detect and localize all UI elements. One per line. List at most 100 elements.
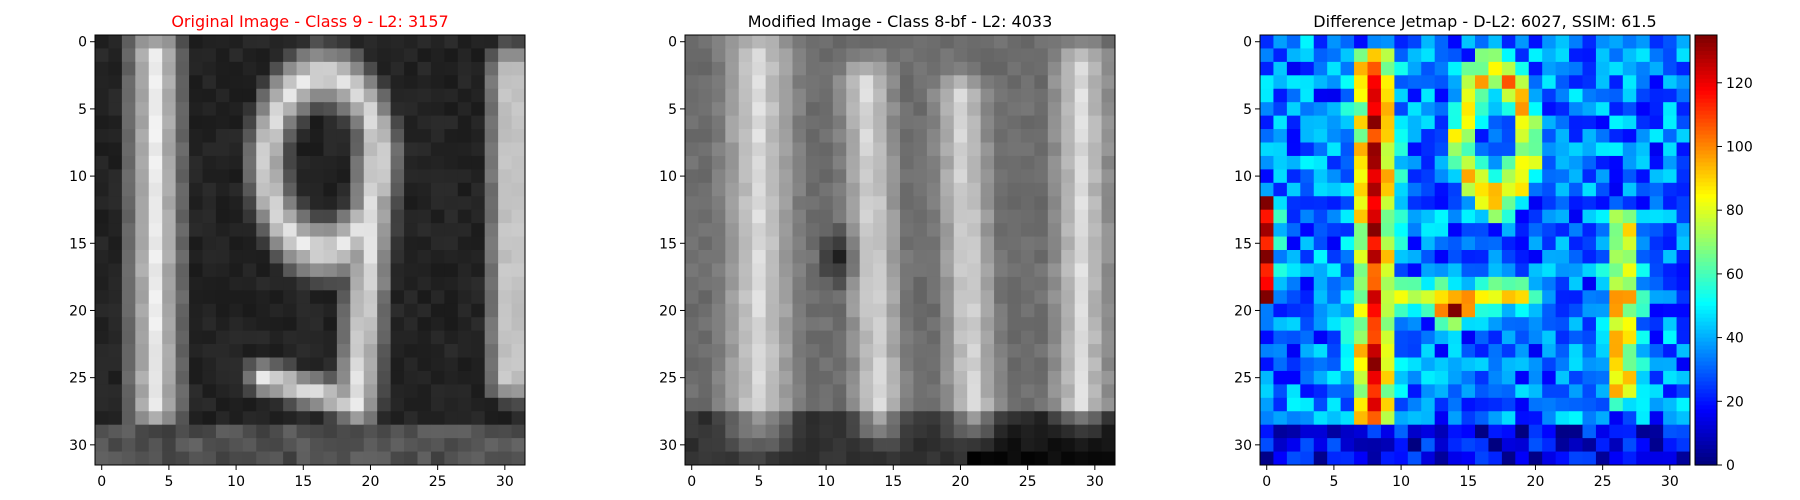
pixel-cell xyxy=(350,209,365,224)
pixel-cell xyxy=(310,115,324,130)
pixel-cell xyxy=(1407,411,1422,426)
pixel-cell xyxy=(390,397,405,412)
pixel-cell xyxy=(685,303,699,318)
pixel-cell xyxy=(953,48,968,63)
pixel-cell xyxy=(1555,438,1570,452)
pixel-cell xyxy=(310,182,324,197)
pixel-cell xyxy=(1421,250,1436,264)
pixel-cell xyxy=(779,344,793,358)
pixel-cell xyxy=(1663,290,1677,305)
pixel-cell xyxy=(1676,196,1691,211)
pixel-cell xyxy=(832,344,847,358)
pixel-cell xyxy=(1380,155,1395,170)
pixel-cell xyxy=(819,357,834,372)
pixel-cell xyxy=(350,411,365,426)
pixel-cell xyxy=(1394,169,1409,184)
pixel-cell xyxy=(1448,88,1462,103)
pixel-cell xyxy=(1047,411,1062,426)
pixel-cell xyxy=(967,236,982,251)
pixel-cell xyxy=(484,155,499,170)
pixel-cell xyxy=(1622,384,1637,399)
pixel-cell xyxy=(1515,370,1530,385)
pixel-cell xyxy=(1434,438,1449,452)
colorbar-segment xyxy=(1695,218,1717,223)
pixel-cell xyxy=(1421,263,1436,278)
pixel-cell xyxy=(926,209,941,224)
pixel-cell xyxy=(1313,236,1328,251)
pixel-cell xyxy=(765,142,780,157)
pixel-cell xyxy=(926,357,941,372)
pixel-cell xyxy=(1273,370,1288,385)
pixel-cell xyxy=(900,209,914,224)
pixel-cell xyxy=(1542,61,1557,76)
pixel-cell xyxy=(725,88,740,103)
pixel-cell xyxy=(256,209,271,224)
pixel-cell xyxy=(711,370,726,385)
pixel-cell xyxy=(95,424,109,439)
pixel-cell xyxy=(1088,424,1102,439)
pixel-cell xyxy=(819,75,834,90)
pixel-cell xyxy=(336,209,351,224)
pixel-cell xyxy=(350,182,365,197)
pixel-cell xyxy=(994,115,1008,130)
pixel-cell xyxy=(1047,250,1062,264)
pixel-cell xyxy=(698,115,713,130)
pixel-cell xyxy=(1300,155,1315,170)
pixel-cell xyxy=(685,344,699,358)
pixel-cell xyxy=(1595,317,1610,332)
pixel-cell xyxy=(1394,209,1409,224)
pixel-cell xyxy=(1515,303,1530,318)
pixel-cell xyxy=(95,411,109,426)
pixel-cell xyxy=(1595,169,1610,184)
pixel-cell xyxy=(1260,438,1274,452)
pixel-cell xyxy=(779,115,793,130)
pixel-cell xyxy=(1273,438,1288,452)
pixel-cell xyxy=(940,250,955,264)
pixel-cell xyxy=(1407,370,1422,385)
pixel-cell xyxy=(886,48,901,63)
colorbar-segment xyxy=(1695,397,1717,402)
pixel-cell xyxy=(471,155,486,170)
pixel-cell xyxy=(1663,209,1677,224)
pixel-cell xyxy=(310,61,324,76)
pixel-cell xyxy=(1475,61,1489,76)
pixel-cell xyxy=(1020,129,1035,143)
pixel-cell xyxy=(967,75,982,90)
pixel-cell xyxy=(886,182,901,197)
pixel-cell xyxy=(1528,317,1543,332)
pixel-cell xyxy=(1074,451,1089,466)
pixel-cell xyxy=(1007,317,1022,332)
pixel-cell xyxy=(1313,115,1328,130)
pixel-cell xyxy=(1020,411,1035,426)
pixel-cell xyxy=(336,424,351,439)
pixel-cell xyxy=(1448,330,1462,345)
pixel-cell xyxy=(1088,397,1102,412)
colorbar-segment xyxy=(1695,158,1717,164)
pixel-cell xyxy=(832,317,847,332)
pixel-cell xyxy=(390,370,405,385)
pixel-cell xyxy=(148,451,163,466)
colorbar-segment xyxy=(1695,325,1717,331)
pixel-cell xyxy=(404,451,418,466)
pixel-cell xyxy=(135,451,150,466)
pixel-cell xyxy=(1286,438,1301,452)
pixel-cell xyxy=(1074,88,1089,103)
pixel-cell xyxy=(1622,75,1637,90)
pixel-cell xyxy=(886,102,901,117)
pixel-cell xyxy=(886,61,901,76)
pixel-cell xyxy=(323,411,338,426)
pixel-cell xyxy=(1663,276,1677,291)
pixel-cell xyxy=(1286,209,1301,224)
pixel-cell xyxy=(1300,370,1315,385)
pixel-cell xyxy=(765,397,780,412)
pixel-cell xyxy=(994,155,1008,170)
colorbar-segment xyxy=(1695,234,1717,239)
pixel-cell xyxy=(1595,223,1610,237)
pixel-cell xyxy=(1501,223,1516,237)
pixel-cell xyxy=(1555,344,1570,358)
pixel-cell xyxy=(1622,61,1637,76)
pixel-cell xyxy=(135,182,150,197)
pixel-cell xyxy=(994,88,1008,103)
pixel-cell xyxy=(1074,384,1089,399)
pixel-cell xyxy=(1609,155,1624,170)
